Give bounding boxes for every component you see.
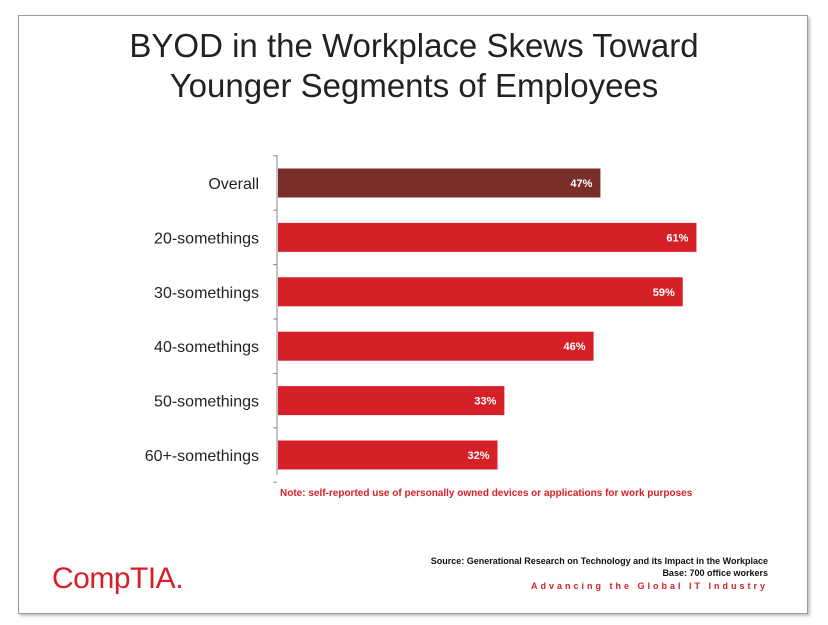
bar-value-label: 47%	[570, 178, 592, 190]
bar	[278, 222, 697, 252]
logo-text: CompTIA	[52, 562, 176, 595]
chart-note: Note: self-reported use of personally ow…	[280, 488, 693, 499]
category-label: 20-somethings	[154, 230, 259, 247]
bar-value-label: 61%	[666, 232, 688, 244]
bar	[278, 168, 601, 198]
title-line-1: BYOD in the Workplace Skews Toward	[129, 27, 699, 64]
category-label: 30-somethings	[154, 285, 259, 302]
base-line: Base: 700 office workers	[662, 568, 768, 578]
source-line: Source: Generational Research on Technol…	[430, 556, 768, 566]
bar-value-label: 46%	[564, 341, 586, 353]
bar	[278, 386, 505, 416]
category-label: 60+-somethings	[145, 448, 259, 465]
bar-value-label: 33%	[474, 396, 496, 408]
bar	[278, 331, 594, 361]
chart-title: BYOD in the Workplace Skews Toward Young…	[0, 26, 828, 106]
category-label: 50-somethings	[154, 394, 259, 411]
bar-value-label: 59%	[653, 287, 675, 299]
category-label: Overall	[208, 176, 259, 193]
source-block: Source: Generational Research on Technol…	[431, 555, 768, 592]
bar	[278, 440, 498, 470]
bar-value-label: 32%	[467, 450, 489, 462]
tagline: Advancing the Global IT Industry	[530, 581, 768, 591]
title-line-2: Younger Segments of Employees	[169, 67, 659, 104]
comptia-logo: CompTIA.	[52, 562, 184, 596]
chart-frame	[18, 15, 808, 614]
bar	[278, 277, 683, 307]
category-label: 40-somethings	[154, 339, 259, 356]
logo-mark: .	[175, 562, 184, 595]
